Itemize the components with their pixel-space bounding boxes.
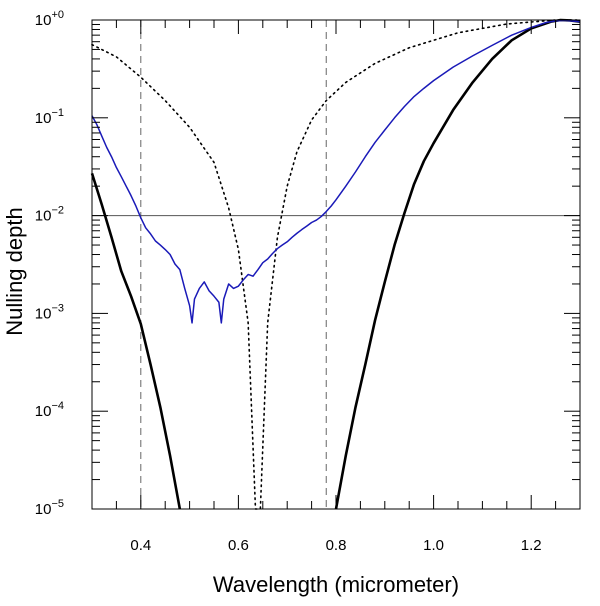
y-tick-label: 10+0: [35, 9, 64, 29]
x-tick-label: 0.4: [130, 537, 151, 554]
series-line-3: [91, 19, 581, 324]
y-tick-base: 10: [35, 403, 52, 420]
x-tick-labels: 0.4 0.6 0.8 1.0 1.2: [130, 537, 541, 554]
y-tick-base: 10: [35, 305, 52, 322]
y-tick-label: 10−1: [35, 107, 64, 127]
x-tick-label: 0.6: [228, 537, 249, 554]
y-tick-label: 10−4: [35, 400, 64, 420]
y-tick-exponent: −3: [51, 302, 64, 314]
y-tick-exponent: −2: [51, 205, 64, 217]
y-axis-title: Nulling depth: [2, 207, 27, 335]
y-tick-labels: 10−510−410−310−210−110+0: [35, 9, 64, 518]
x-tick-label: 1.2: [521, 537, 542, 554]
y-tick-base: 10: [35, 501, 52, 518]
reference-lines: [92, 20, 580, 509]
y-tick-exponent: −4: [51, 400, 64, 412]
plot-frame: [91, 19, 581, 510]
y-tick-exponent: −5: [51, 498, 64, 510]
y-tick-label: 10−5: [35, 498, 64, 518]
y-tick-exponent: +0: [51, 9, 64, 21]
y-tick-base: 10: [35, 12, 52, 29]
y-tick-base: 10: [35, 110, 52, 127]
x-axis-title: Wavelength (micrometer): [213, 572, 459, 597]
x-tick-label: 0.8: [326, 537, 347, 554]
y-tick-label: 10−2: [35, 205, 64, 225]
series-group: [90, 18, 581, 510]
series-line-0: [90, 173, 182, 510]
x-tick-label: 1.0: [423, 537, 444, 554]
y-tick-exponent: −1: [51, 107, 64, 119]
y-tick-base: 10: [35, 208, 52, 225]
series-line-2: [91, 19, 581, 510]
y-tick-label: 10−3: [35, 302, 64, 322]
